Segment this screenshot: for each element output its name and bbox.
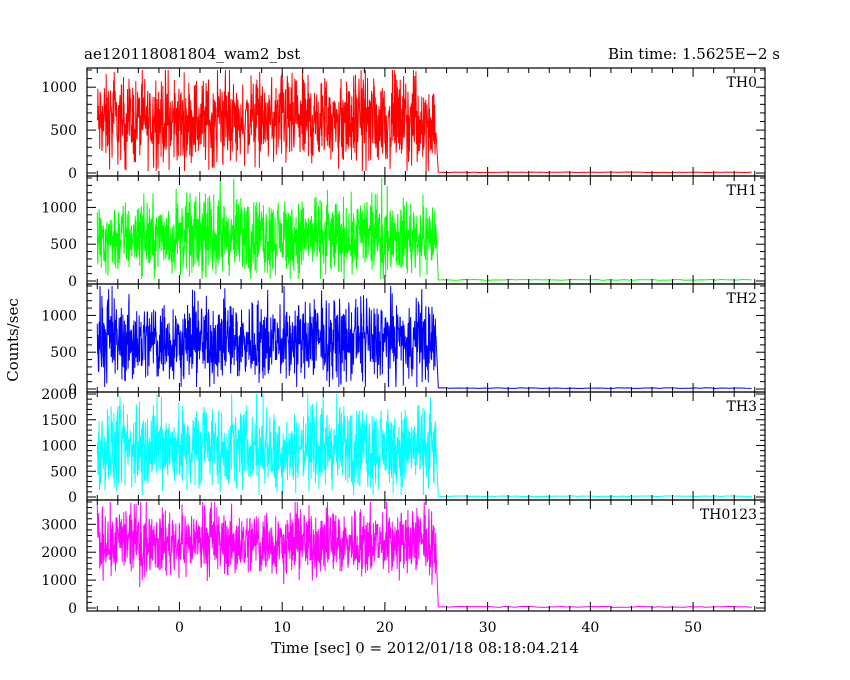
y-tick-label: 500 (50, 123, 77, 139)
y-tick-label: 2000 (41, 545, 77, 561)
y-tick-label: 500 (50, 237, 77, 253)
panel-th0: 0 500 1000 TH0 (41, 67, 766, 182)
x-tick-label: 10 (273, 620, 291, 636)
panel-th0123: 0 1000 2000 3000 TH0123 (41, 499, 766, 617)
y-tick-label: 0 (68, 490, 77, 506)
y-tick-label: 1000 (41, 308, 77, 324)
x-tick-label: 20 (376, 620, 394, 636)
x-axis-label: Time [sec] 0 = 2012/01/18 08:18:04.214 (271, 639, 579, 657)
panel-th1: 0 500 1000 TH1 (41, 175, 766, 290)
panel-th3: 0 500 1000 1500 2000 TH3 (41, 387, 766, 506)
panel-label-th3: TH3 (727, 399, 757, 415)
x-tick-label: 0 (175, 620, 184, 636)
y-tick-label: 1000 (41, 573, 77, 589)
series-line-th3 (96, 393, 752, 498)
series-line-th1 (96, 177, 752, 281)
series-line-th2 (96, 285, 752, 389)
panel-label-th0: TH0 (727, 75, 757, 91)
y-tick-label: 2000 (41, 387, 77, 403)
y-tick-label: 3000 (41, 517, 77, 533)
y-tick-label: 0 (68, 382, 77, 398)
y-tick-label: 0 (68, 274, 77, 290)
y-tick-label: 500 (50, 464, 77, 480)
y-tick-label: 1500 (41, 413, 77, 429)
chart-title-right: Bin time: 1.5625E−2 s (608, 45, 780, 63)
chart-title-left: ae120118081804_wam2_bst (84, 45, 300, 63)
series-line-th0123 (96, 501, 752, 608)
y-axis-label: Counts/sec (4, 298, 22, 382)
panel-label-th0123: TH0123 (700, 507, 757, 523)
panel-th2: 0 500 1000 TH2 (41, 283, 766, 398)
y-tick-label: 0 (68, 601, 77, 617)
panel-label-th2: TH2 (727, 291, 757, 307)
x-tick-label: 30 (479, 620, 497, 636)
y-tick-label: 1000 (41, 439, 77, 455)
y-tick-label: 1000 (41, 80, 77, 96)
series-line-th0 (96, 69, 752, 174)
y-tick-label: 1000 (41, 200, 77, 216)
x-tick-label: 50 (684, 620, 702, 636)
panel-label-th1: TH1 (727, 183, 757, 199)
y-tick-label: 0 (68, 166, 77, 182)
x-tick-label: 40 (581, 620, 599, 636)
y-tick-label: 500 (50, 345, 77, 361)
